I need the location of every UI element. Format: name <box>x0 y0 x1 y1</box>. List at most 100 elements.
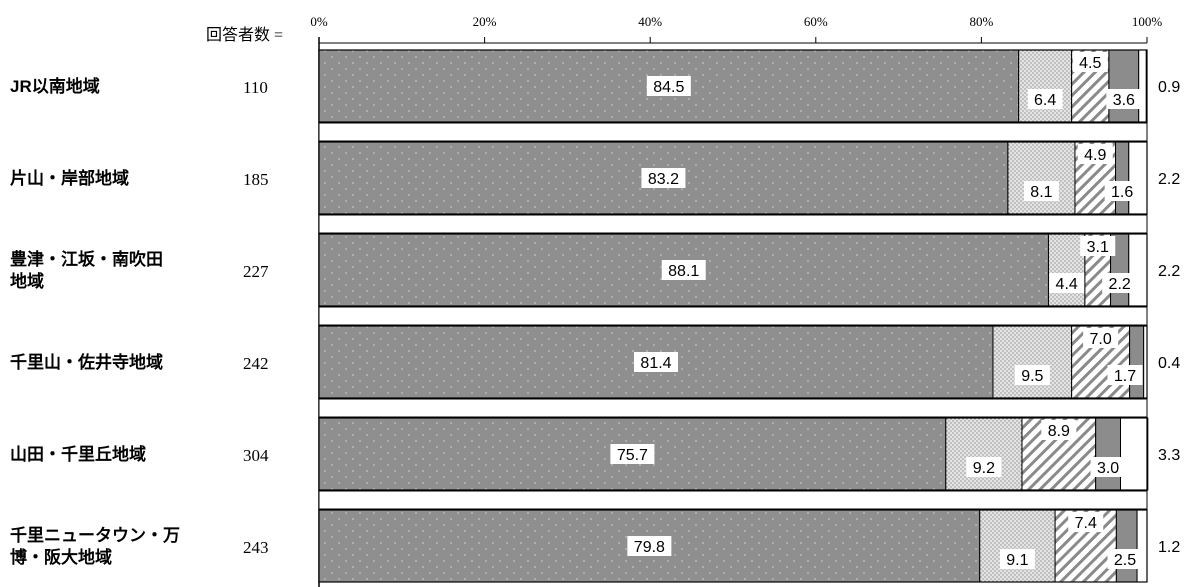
bar-rows: JR以南地域 110 84.5 6.4 4.5 3.6 0.9 片山・岸部地域 185 83.2 8… <box>10 49 1180 583</box>
category-label: 山田・千里丘地域 <box>10 444 146 464</box>
bar-outline <box>318 509 1148 583</box>
data-label-box <box>1027 89 1063 109</box>
bar-segment <box>1128 233 1148 307</box>
data-label: 9.1 <box>1006 552 1028 569</box>
bar-segment <box>1115 141 1130 215</box>
data-label-box <box>1041 420 1077 440</box>
data-label: 75.7 <box>617 447 648 464</box>
data-label-outside: 2.2 <box>1158 263 1180 280</box>
x-tick-label: 60% <box>804 14 828 29</box>
bar-segment <box>1129 325 1145 399</box>
bar-segment <box>992 325 1073 399</box>
data-label-box <box>1090 457 1126 477</box>
data-label-outside: 0.9 <box>1158 79 1180 96</box>
data-label-box <box>633 352 678 372</box>
category-label: 千里ニュータウン・万博・阪大地域 <box>10 526 180 567</box>
data-label: 8.1 <box>1030 184 1052 201</box>
data-label-box <box>1077 144 1113 164</box>
row-separator <box>318 122 1148 142</box>
data-label: 2.5 <box>1114 552 1136 569</box>
data-label: 9.2 <box>973 460 995 477</box>
data-label: 4.9 <box>1084 147 1106 164</box>
data-label-box <box>1104 181 1140 201</box>
bar-segment <box>1095 417 1122 491</box>
category-label: 片山・岸部地域 <box>10 168 129 188</box>
data-label: 9.5 <box>1021 368 1043 385</box>
row-separator <box>318 306 1148 326</box>
bar-outline <box>318 325 1148 399</box>
bar-outline <box>318 417 1148 491</box>
data-label-box <box>1107 549 1143 569</box>
bar-outline <box>318 49 1148 123</box>
bar-segment <box>1136 509 1148 583</box>
category-label: 豊津・江坂・南吹田地域 <box>10 249 163 291</box>
data-label-outside: 0.4 <box>1158 355 1180 372</box>
data-label-box <box>610 444 655 464</box>
category-label: JR以南地域 <box>10 76 100 96</box>
data-label: 4.5 <box>1079 55 1101 72</box>
data-label-box <box>641 168 686 188</box>
data-label-box <box>1107 365 1143 385</box>
data-label-outside: 2.2 <box>1158 171 1180 188</box>
data-label-box <box>1106 89 1142 109</box>
respondent-count: 243 <box>243 538 269 557</box>
respondent-count: 227 <box>243 262 269 281</box>
data-label: 7.4 <box>1075 515 1097 532</box>
data-label: 3.0 <box>1097 460 1119 477</box>
respondent-count: 242 <box>243 354 269 373</box>
bar-segment <box>979 509 1056 583</box>
respondent-count: 304 <box>243 446 269 465</box>
respondent-count: 185 <box>243 170 269 189</box>
data-label-box <box>1083 328 1119 348</box>
data-label: 1.6 <box>1111 184 1133 201</box>
data-label-box <box>1080 236 1116 256</box>
bar-segment <box>945 417 1023 491</box>
data-label: 3.1 <box>1087 239 1109 256</box>
data-label: 88.1 <box>668 263 699 280</box>
x-tick-label: 0% <box>310 14 328 29</box>
data-label-box <box>1068 512 1104 532</box>
x-tick-label: 40% <box>638 14 662 29</box>
data-label: 84.5 <box>653 79 684 96</box>
data-label-box <box>966 457 1002 477</box>
data-label-box <box>1023 181 1059 201</box>
bar-outline <box>318 141 1148 215</box>
x-tick-label: 80% <box>969 14 993 29</box>
category-label: 千里山・佐井寺地域 <box>10 352 163 372</box>
data-label: 7.0 <box>1090 331 1112 348</box>
bar-segment <box>1047 233 1086 307</box>
data-label: 3.6 <box>1113 92 1135 109</box>
data-label-box <box>1049 273 1085 293</box>
data-label-box <box>646 76 691 96</box>
row-separator <box>318 490 1148 510</box>
data-label: 2.2 <box>1109 276 1131 293</box>
x-tick-label: 20% <box>473 14 497 29</box>
respondents-header: 回答者数 = <box>206 26 283 44</box>
row-separator <box>318 214 1148 234</box>
data-label-box <box>627 536 672 556</box>
data-label: 81.4 <box>640 355 671 372</box>
data-label: 1.7 <box>1114 368 1136 385</box>
data-label: 4.4 <box>1056 276 1078 293</box>
data-label-box <box>1102 273 1138 293</box>
row-separator <box>318 398 1148 418</box>
data-label: 8.9 <box>1048 423 1070 440</box>
data-label: 6.4 <box>1034 92 1056 109</box>
bar-segment <box>1128 141 1148 215</box>
data-label: 83.2 <box>648 171 679 188</box>
bar-segment <box>1115 509 1138 583</box>
bar-segment <box>1007 141 1076 215</box>
x-tick-label: 100% <box>1132 14 1163 29</box>
data-label-box <box>661 260 706 280</box>
respondent-count: 110 <box>243 78 268 97</box>
data-label-outside: 1.2 <box>1158 539 1180 556</box>
bar-segment <box>1138 49 1147 123</box>
data-label-box <box>1072 52 1108 72</box>
data-label: 79.8 <box>634 539 665 556</box>
data-label-outside: 3.3 <box>1158 447 1180 464</box>
data-label-box <box>1014 365 1050 385</box>
bar-segment <box>1108 49 1140 123</box>
bar-segment <box>1018 49 1073 123</box>
data-label-box <box>999 549 1035 569</box>
bar-segment <box>1120 417 1149 491</box>
